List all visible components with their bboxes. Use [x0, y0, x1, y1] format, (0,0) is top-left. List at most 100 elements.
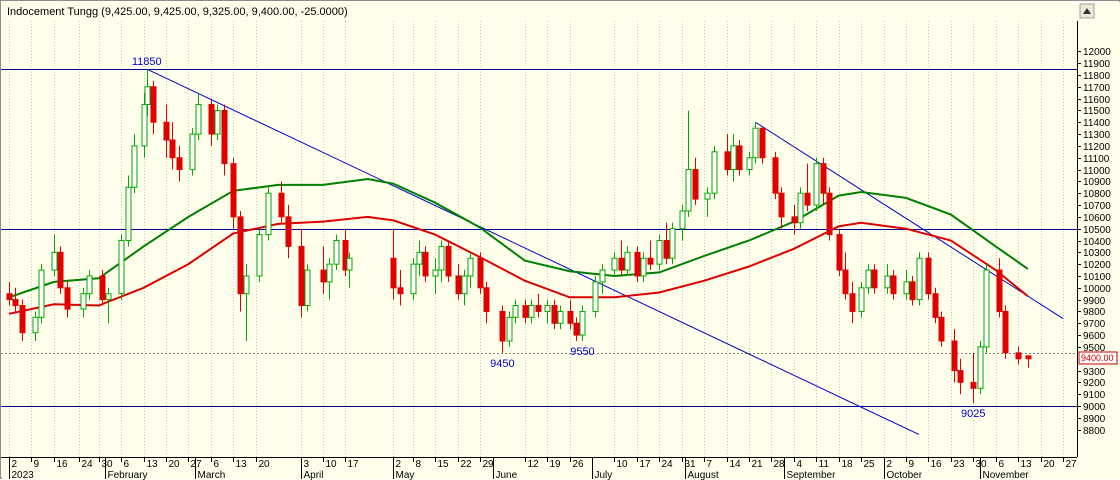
moving-average-line [8, 177, 1029, 299]
candle-body [656, 240, 663, 265]
candle [346, 252, 353, 288]
y-tick-label: 11000 [1083, 166, 1111, 177]
scroll-up-button[interactable] [1079, 3, 1095, 19]
y-tick-label: 10300 [1083, 248, 1111, 259]
candle [599, 264, 606, 294]
y-tick-label: 11400 [1083, 118, 1111, 129]
candle-body [692, 169, 699, 200]
candle-body [445, 245, 452, 277]
candle-body [438, 245, 445, 271]
x-tick-label: 19 [550, 459, 562, 470]
candle-body [778, 192, 785, 218]
candle [704, 187, 711, 217]
chart-title: Indocement Tungg (9,425.00, 9,425.00, 9,… [7, 6, 348, 18]
candle-body [551, 305, 558, 324]
candle [208, 98, 215, 146]
y-tick-label: 8800 [1083, 426, 1106, 437]
y-tick-label: 9900 [1083, 296, 1106, 307]
month-label: September [787, 470, 837, 480]
y-tick-label: 10500 [1083, 225, 1111, 236]
x-tick-label: 8 [416, 459, 422, 470]
candle-body [996, 269, 1003, 312]
candle [432, 258, 439, 294]
candle [12, 287, 19, 312]
candle-body [461, 275, 468, 295]
y-tick-label: 11900 [1083, 59, 1111, 70]
month-label: May [396, 470, 415, 480]
candle [746, 151, 753, 176]
x-tick-label: 11 [819, 459, 830, 470]
price-tag-box [1078, 351, 1118, 365]
x-tick-label: 30 [102, 459, 114, 470]
candle-body [938, 316, 945, 342]
candle [791, 205, 798, 235]
candle-body [592, 281, 599, 312]
candle [445, 240, 452, 282]
candle-body [512, 305, 519, 318]
candle-body [12, 299, 19, 307]
candle [752, 122, 759, 164]
candle-body [685, 169, 692, 212]
candle [634, 246, 641, 282]
candle [842, 252, 849, 300]
y-tick-label: 10700 [1083, 201, 1111, 212]
candle [730, 134, 737, 182]
horizontal-lines [1, 69, 1077, 407]
x-tick-label: 23 [954, 459, 966, 470]
candle-body [214, 109, 221, 135]
x-tick-label: 20 [1044, 459, 1056, 470]
trendlines [146, 68, 1064, 435]
candle-body [951, 340, 958, 372]
candle [813, 157, 820, 211]
candle [669, 222, 676, 265]
candle-body [455, 275, 462, 295]
candle-body [772, 157, 779, 194]
candle-body [916, 257, 923, 301]
candle-body [230, 163, 237, 218]
candle-body [528, 305, 535, 318]
candle-body [573, 322, 580, 336]
month-label: March [198, 470, 226, 480]
candle-body [925, 257, 932, 295]
candle-body [499, 310, 506, 342]
x-tick-label: 2 [12, 459, 18, 470]
candle-body [826, 192, 833, 236]
month-label: July [595, 470, 613, 480]
grid-layer [9, 21, 1064, 457]
candle [125, 175, 132, 247]
x-tick-label: 24 [82, 459, 94, 470]
candle [551, 299, 558, 330]
candle [804, 163, 811, 211]
x-tick-label: 9 [34, 459, 40, 470]
candle-body [704, 192, 711, 200]
candle [256, 228, 263, 282]
candle [326, 258, 333, 300]
candle [19, 299, 26, 341]
candles [6, 69, 1032, 404]
x-tick-label: 14 [730, 459, 742, 470]
candle-body [836, 234, 843, 271]
y-tick-label: 9700 [1083, 319, 1106, 330]
candle-body [858, 287, 865, 312]
moving-average-line [8, 215, 1029, 315]
candle-body [6, 293, 13, 301]
candle-body [730, 145, 737, 171]
candle [86, 270, 93, 300]
x-tick-label: 13 [236, 459, 248, 470]
candle-body [189, 133, 196, 171]
candle-body [80, 293, 87, 310]
candle [640, 252, 647, 282]
y-tick-label: 9100 [1083, 390, 1106, 401]
candle [909, 275, 916, 306]
candle [938, 311, 945, 347]
y-tick-label: 9200 [1083, 378, 1106, 389]
candle [320, 246, 327, 294]
x-axis: 2 9 16 24 30 6 13 20 27 6 13 20 3 10 17 2 8 15 22 29 12 19 26 1… [1, 457, 1077, 480]
candle [663, 222, 670, 265]
candle [99, 270, 106, 306]
candle-body [611, 257, 618, 271]
y-tick-label: 11700 [1083, 83, 1111, 94]
candle [51, 234, 58, 276]
candle [499, 305, 506, 353]
